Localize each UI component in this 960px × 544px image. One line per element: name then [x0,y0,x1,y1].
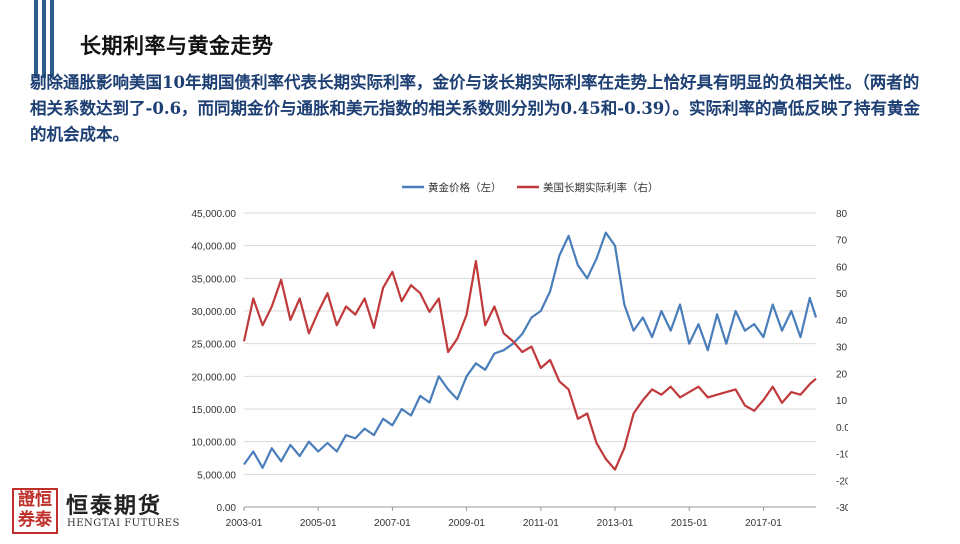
y-left-tick-label: 10,000.00 [192,438,237,449]
body-text: 剔除通胀影响美国10年期国债利率代表长期实际利率，金价与该长期实际利率在走势上恰… [30,73,921,144]
x-tick-label: 2009-01 [448,518,485,529]
y-left-tick-label: 40,000.00 [192,242,237,253]
legend-label-rate: 美国长期实际利率（右） [543,181,659,194]
y-left-tick-label: 20,000.00 [192,372,237,383]
y-right-tick-label: 0.00 [836,423,848,434]
accent-bar-1 [34,0,38,78]
y-left-tick-label: 25,000.00 [192,340,237,351]
hengtai-logo: 證恒 券泰 恒泰期货 HENGTAI FUTURES [12,488,182,536]
y-right-tick-label: 60.00 [836,262,848,273]
y-left-tick-label: 35,000.00 [192,274,237,285]
slide-title: 长期利率与黄金走势 [80,34,274,58]
logo-seal-icon: 證恒 券泰 [12,488,58,534]
x-tick-label: 2003-01 [226,518,263,529]
y-left-tick-label: 15,000.00 [192,405,237,416]
logo-name-en: HENGTAI FUTURES [67,518,180,529]
chart: 0.00 5,000.00 10,000.00 15,000.00 20,000.00 2… [182,170,865,540]
y-right-tick-label: 50.00 [836,289,848,300]
y-right-tick-label: 20.00 [836,369,848,380]
y-right-tick-label: -10.00 [836,450,848,461]
x-tick-label: 2011-01 [523,518,559,529]
x-tick-label: 2007-01 [374,518,411,529]
accent-bar-3 [50,0,54,78]
x-tick-label: 2013-01 [597,518,634,529]
y-right-tick-label: 70.00 [836,236,848,247]
y-left-tick-label: 5,000.00 [197,470,236,481]
y-left-tick-label: 30,000.00 [192,307,237,318]
logo-name-cn: 恒泰期货 [66,494,163,519]
y-right-tick-label: 80.00 [836,209,848,220]
y-left-tick-label: 45,000.00 [192,209,237,220]
x-tick-label: 2017-01 [745,518,782,529]
y-right-tick-label: 10.00 [836,396,848,407]
chart-svg: 0.00 5,000.00 10,000.00 15,000.00 20,000.00 2… [192,181,865,529]
y-right-tick-label: 30.00 [836,343,848,354]
y-right-tick-label: -30.00 [836,503,848,514]
y-left-tick-label: 0.00 [217,503,237,514]
y-right-tick-label: 40.00 [836,316,848,327]
series-line-rate [242,259,817,471]
series-line-gold [243,231,818,469]
legend-label-gold: 黄金价格（左） [428,181,502,194]
accent-bar-2 [42,0,46,78]
y-right-tick-label: -20.00 [836,476,848,487]
x-tick-label: 2015-01 [671,518,708,529]
x-tick-label: 2005-01 [300,518,337,529]
